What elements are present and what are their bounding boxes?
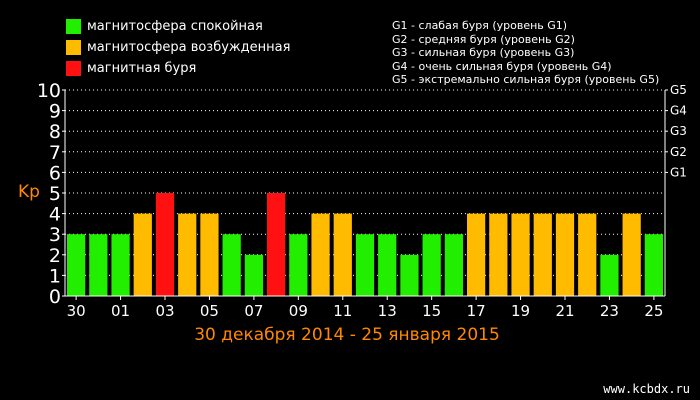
x-tick-label: 17 [467, 302, 486, 320]
g-tick-label: G4 [670, 104, 687, 118]
g-level-g4: G4 - очень сильная буря (уровень G4) [392, 59, 612, 73]
kp-bar [178, 213, 197, 296]
x-tick-label: 23 [600, 302, 619, 320]
kp-bar [489, 213, 508, 296]
g-level-g5: G5 - экстремально сильная буря (уровень … [392, 73, 660, 86]
kp-bar [533, 213, 552, 296]
x-tick-label: 01 [111, 302, 130, 320]
kp-bar [555, 213, 575, 296]
x-tick-label: 05 [200, 302, 219, 320]
y-tick-label: 3 [49, 224, 61, 246]
kp-bar [511, 213, 530, 296]
x-tick-label: 09 [289, 302, 308, 320]
kp-bar [422, 234, 441, 296]
y-tick-label: 6 [49, 162, 61, 184]
kp-bar [333, 213, 352, 296]
kp-bar [467, 213, 486, 296]
kp-bar [378, 234, 397, 296]
kp-bar [400, 254, 419, 296]
kp-bar [622, 213, 641, 296]
x-tick-label: 03 [155, 302, 174, 320]
legend-swatch-active [66, 39, 81, 55]
y-tick-label: 10 [37, 80, 61, 102]
g-tick-label: G1 [670, 165, 687, 179]
legend-label-storm: магнитная буря [87, 60, 197, 76]
y-tick-label: 0 [49, 286, 61, 308]
g-tick-label: G2 [670, 145, 687, 159]
g-level-descriptions: G1 - слабая буря (уровень G1) G2 - средн… [392, 19, 659, 87]
legend-item-storm: магнитная буря [66, 59, 196, 77]
legend-label-active: магнитосфера возбужденная [87, 39, 291, 55]
y-tick-label: 7 [49, 142, 61, 164]
y-axis-label: Kp [18, 182, 40, 202]
legend-swatch-storm [66, 60, 81, 76]
kp-bar [89, 234, 108, 296]
kp-bar [67, 234, 86, 296]
g-tick-label: G5 [670, 83, 687, 97]
y-tick-label: 1 [49, 265, 61, 287]
x-tick-label: 13 [378, 302, 397, 320]
kp-bar [222, 234, 241, 296]
kp-bar [355, 234, 375, 296]
g-level-g3: G3 - сильная буря (уровень G3) [392, 46, 575, 59]
kp-bar [644, 234, 663, 296]
kp-bar [600, 254, 619, 296]
g-level-g2: G2 - средняя буря (уровень G2) [392, 32, 575, 46]
g-level-g1: G1 - слабая буря (уровень G1) [392, 19, 568, 32]
kp-bar [444, 234, 463, 296]
legend-swatch-quiet [66, 18, 81, 34]
x-tick-label: 11 [333, 302, 352, 320]
kp-bar [111, 234, 130, 296]
y-tick-label: 4 [49, 204, 61, 226]
y-tick-label: 8 [49, 121, 61, 143]
kp-bar [133, 213, 152, 296]
g-tick-label: G3 [670, 124, 687, 138]
x-tick-label: 15 [422, 302, 441, 320]
x-tick-label: 07 [244, 302, 263, 320]
kp-bar [244, 254, 263, 296]
y-tick-label: 9 [49, 101, 61, 123]
legend-label-quiet: магнитосфера спокойная [87, 18, 263, 34]
x-tick-label: 19 [511, 302, 530, 320]
kp-bar [311, 213, 330, 296]
x-tick-label: 21 [555, 302, 574, 320]
legend-item-quiet: магнитосфера спокойная [66, 17, 263, 35]
y-tick-label: 5 [49, 183, 61, 205]
legend-item-active: магнитосфера возбужденная [66, 38, 290, 56]
kp-bar [155, 193, 175, 296]
kp-bar [578, 213, 597, 296]
kp-bar [289, 234, 308, 296]
watermark: www.kcbdx.ru [603, 382, 690, 396]
y-tick-label: 2 [49, 245, 61, 267]
x-tick-label: 25 [644, 302, 663, 320]
kp-bar [267, 193, 286, 296]
kp-bar [200, 213, 219, 296]
x-tick-label: 30 [67, 302, 86, 320]
x-axis-label: 30 декабря 2014 - 25 января 2015 [194, 325, 500, 345]
